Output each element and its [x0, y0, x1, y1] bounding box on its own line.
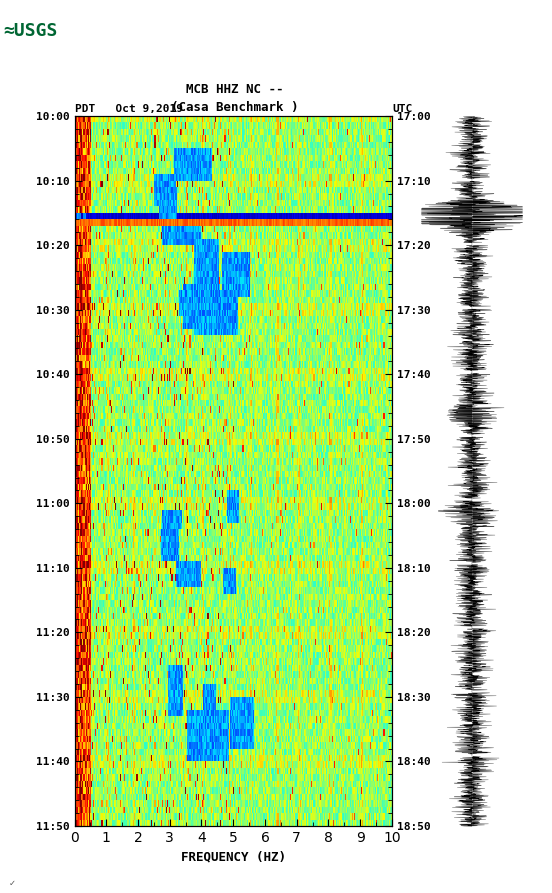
Text: MCB HHZ NC --: MCB HHZ NC -- — [186, 82, 283, 96]
Text: ≈USGS: ≈USGS — [3, 21, 57, 40]
Text: PDT   Oct 9,2019: PDT Oct 9,2019 — [75, 104, 183, 114]
X-axis label: FREQUENCY (HZ): FREQUENCY (HZ) — [181, 850, 286, 864]
Text: UTC: UTC — [392, 104, 412, 114]
Text: (Casa Benchmark ): (Casa Benchmark ) — [171, 101, 298, 114]
Text: ✓: ✓ — [8, 879, 15, 888]
